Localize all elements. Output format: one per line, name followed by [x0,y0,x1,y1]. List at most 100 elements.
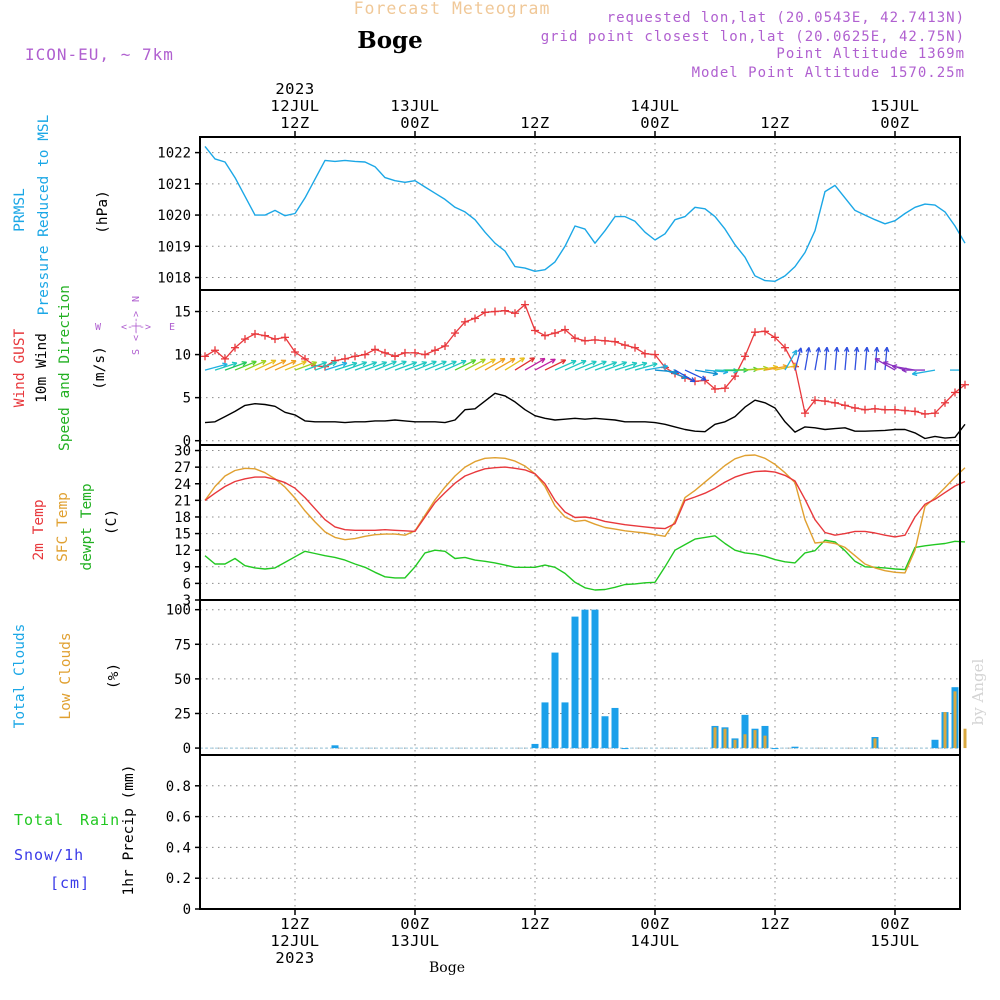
total-cloud-bar [611,707,619,749]
arrow-head [541,358,546,364]
arrow-head [733,370,739,374]
arrow-shaft [814,347,820,371]
arrow-head [531,357,536,363]
low-cloud-bar [743,734,747,749]
arrow-shaft [634,363,658,371]
wind-y-tick-label: 5 [183,391,191,407]
arrow-head [312,361,318,367]
wind-direction-arrow [454,359,477,371]
wind-gust-marker [631,343,639,352]
arrow-head [642,362,648,367]
arrow-shaft [514,357,535,371]
arrow-shaft [614,362,638,371]
arrow-head [421,361,427,363]
wind-gust-marker [881,405,889,414]
wind-gust-marker [511,309,519,318]
total-cloud-bar [591,609,599,749]
wind-direction-arrow [853,346,860,371]
wind-gust-marker [401,348,409,357]
arrow-shaft [564,360,587,371]
arrow-head [361,361,367,363]
arrow-shaft [304,361,327,371]
wind-direction-arrow [883,346,890,371]
arrow-head [491,358,496,364]
arrow-shaft [454,359,476,371]
arrow-head [823,346,828,352]
arrow-head [901,367,907,371]
model-point-altitude: Model Point Altitude 1570.25m [692,65,965,81]
arrow-head [372,361,378,367]
wind-gust-marker [571,334,579,343]
arrow-head [912,373,918,377]
arrow-head [302,361,307,366]
temp-y-tick-label: 12 [174,543,191,559]
wind-speed-line [204,392,966,440]
meteogram-title: Forecast Meteogram [354,0,551,18]
arrow-head [632,362,638,367]
total-cloud-bar [561,702,569,749]
wind-gust-marker [941,398,949,407]
arrow-head [602,361,607,366]
wind-gust-marker [771,333,779,342]
arrow-head [232,362,238,367]
low-cloud-bar [733,739,737,749]
arrow-head [511,358,516,364]
wind-gust-marker [611,337,619,346]
wind-dir-label: Speed and Direction [57,285,73,451]
plot-frame [199,136,961,910]
wind-direction-arrow [394,361,418,371]
wind-direction-arrow [474,358,496,371]
arrow-shaft [754,366,778,371]
bottom-time-label: 12Z [760,915,790,933]
wind-direction-arrow [444,359,467,371]
wind-gust-marker [841,401,849,410]
arrow-shaft [474,358,496,371]
wind-gust-marker [921,410,929,418]
wind-gust-marker [901,406,909,415]
top-time-label: 00Z [400,114,430,132]
arrow-head [622,361,628,367]
footer-location: Boge [429,960,465,976]
bottom-time-label: 00Z [400,915,430,933]
wind-gust-marker [761,327,769,336]
pressure-y-tick-label: 1021 [157,177,191,193]
arrow-head [321,361,327,363]
point-altitude: Point Altitude 1369m [776,46,965,62]
arrow-head [231,361,237,364]
wind-direction-arrow [684,369,707,381]
bottom-time-label: 12Z [520,915,550,933]
pressure-label-msl: Pressure Reduced to MSL [36,114,52,315]
total-cloud-bar [551,652,559,749]
arrow-shaft [794,347,802,371]
arrow-head [521,357,526,363]
arrow-shaft [644,365,668,371]
total-cloud-bar [541,702,549,749]
top-time-label: 15JUL [870,97,919,115]
arrow-head [412,361,418,367]
arrow-head [292,360,297,365]
wind-direction-arrow [911,369,936,377]
arrow-head [800,347,803,353]
arrow-head [797,347,802,353]
wind-direction-arrow [274,359,297,371]
wind-direction-arrow [324,361,348,371]
arrow-head [873,346,878,352]
arrow-head [808,347,811,353]
wind-direction-arrow [574,360,597,371]
wind-direction-arrow [604,361,628,371]
arrow-shaft [892,365,916,371]
arrow-head [652,363,658,368]
arrow-head [791,349,797,354]
arrow-head [611,361,617,363]
arrow-shaft [584,360,607,371]
wind-direction-arrow [843,346,850,371]
arrow-head [874,358,879,364]
arrow-head [772,364,778,368]
arrow-head [452,361,457,366]
temp-2m-line [204,466,966,538]
arrow-shaft [834,347,838,371]
arrow-head [911,370,917,375]
pressure-y-tick-label: 1022 [157,146,191,162]
arrow-head [481,358,486,364]
arrow-head [891,365,897,370]
